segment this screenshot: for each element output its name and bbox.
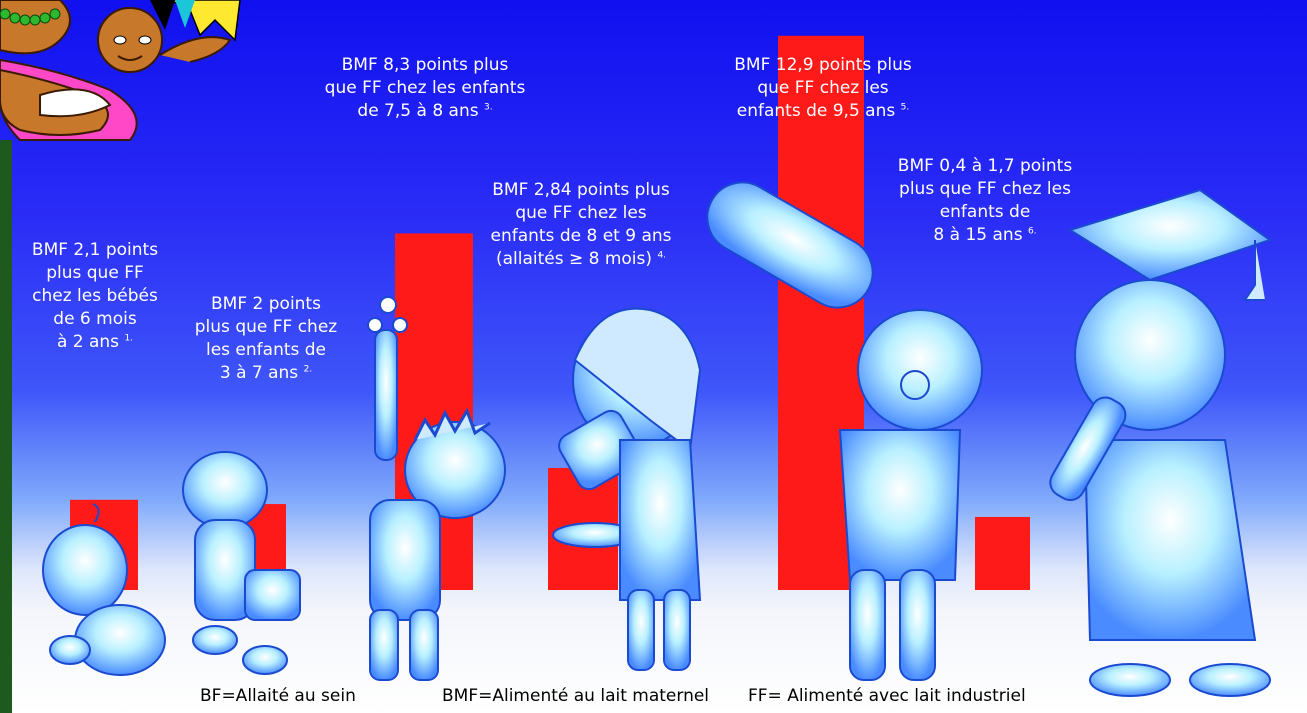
toddler — [182, 451, 301, 675]
annotation-4-line2: que FF chez les — [515, 203, 647, 223]
annotation-1-line1: BMF 2,1 points — [31, 240, 159, 260]
annotation-6-line1: BMF 0,4 à 1,7 points — [897, 156, 1073, 176]
annotation-6-line3: enfants de — [939, 202, 1031, 222]
boy-with-test-tube — [367, 296, 506, 681]
annotation-1-ref: 1. — [124, 333, 134, 344]
graduate-with-diploma — [1049, 188, 1273, 697]
annotation-4-line3: enfants de 8 et 9 ans — [490, 226, 672, 246]
crawling-baby — [42, 503, 166, 676]
annotation-4-ref: 4. — [657, 250, 667, 261]
annotation-4-line1: BMF 2,84 points plus — [492, 180, 670, 200]
mother-and-baby-drawing — [0, 0, 241, 141]
annotation-4-line4: (allaités ≥ 8 mois) — [495, 249, 653, 269]
annotation-1-line5: à 2 ans — [56, 332, 120, 352]
annotation-1-line2: plus que FF — [46, 263, 144, 283]
annotation-5-line1: BMF 12,9 points plus — [734, 55, 912, 75]
side-strip — [0, 140, 12, 713]
annotation-6-line2: plus que FF chez les — [899, 179, 1071, 199]
annotation-5: BMF 12,9 points plus que FF chez les enf… — [698, 54, 948, 123]
legend-bmf: BMF=Alimenté au lait maternel — [442, 686, 710, 706]
annotation-1-line4: de 6 mois — [53, 309, 137, 329]
annotation-6-line4: 8 à 15 ans — [933, 225, 1023, 245]
annotation-2-line2: plus que FF chez — [194, 317, 338, 337]
annotation-3: BMF 8,3 points plus que FF chez les enfa… — [290, 54, 560, 123]
annotation-2-line4: 3 à 7 ans — [219, 363, 299, 383]
annotation-2-line1: BMF 2 points — [211, 294, 321, 314]
annotation-1-line3: chez les bébés — [32, 286, 158, 306]
boy-with-telescope — [706, 181, 983, 681]
annotation-3-line2: que FF chez les enfants — [324, 78, 526, 98]
annotation-5-line2: que FF chez les — [757, 78, 889, 98]
annotation-6-ref: 6. — [1027, 226, 1037, 237]
annotation-1: BMF 2,1 points plus que FF chez les bébé… — [14, 239, 176, 354]
annotation-5-line3: enfants de 9,5 ans — [736, 101, 896, 121]
annotation-5-ref: 5. — [900, 102, 910, 113]
annotation-3-ref: 3. — [484, 102, 493, 113]
annotation-6: BMF 0,4 à 1,7 points plus que FF chez le… — [860, 155, 1110, 247]
bar-6 — [975, 516, 1030, 590]
annotation-2-line3: les enfants de — [205, 340, 327, 360]
annotation-3-line1: BMF 8,3 points plus — [341, 55, 509, 75]
legend-ff: FF= Alimenté avec lait industriel — [748, 686, 1026, 706]
annotation-2-ref: 2. — [303, 364, 313, 375]
legend-bf: BF=Allaité au sein — [200, 686, 356, 706]
girl-with-microscope — [552, 307, 702, 671]
annotation-4: BMF 2,84 points plus que FF chez les enf… — [456, 179, 706, 271]
annotation-2: BMF 2 points plus que FF chez les enfant… — [181, 293, 351, 385]
annotation-3-line3: de 7,5 à 8 ans — [357, 101, 479, 121]
legend: BF=Allaité au sein BMF=Alimenté au lait … — [200, 686, 1300, 710]
